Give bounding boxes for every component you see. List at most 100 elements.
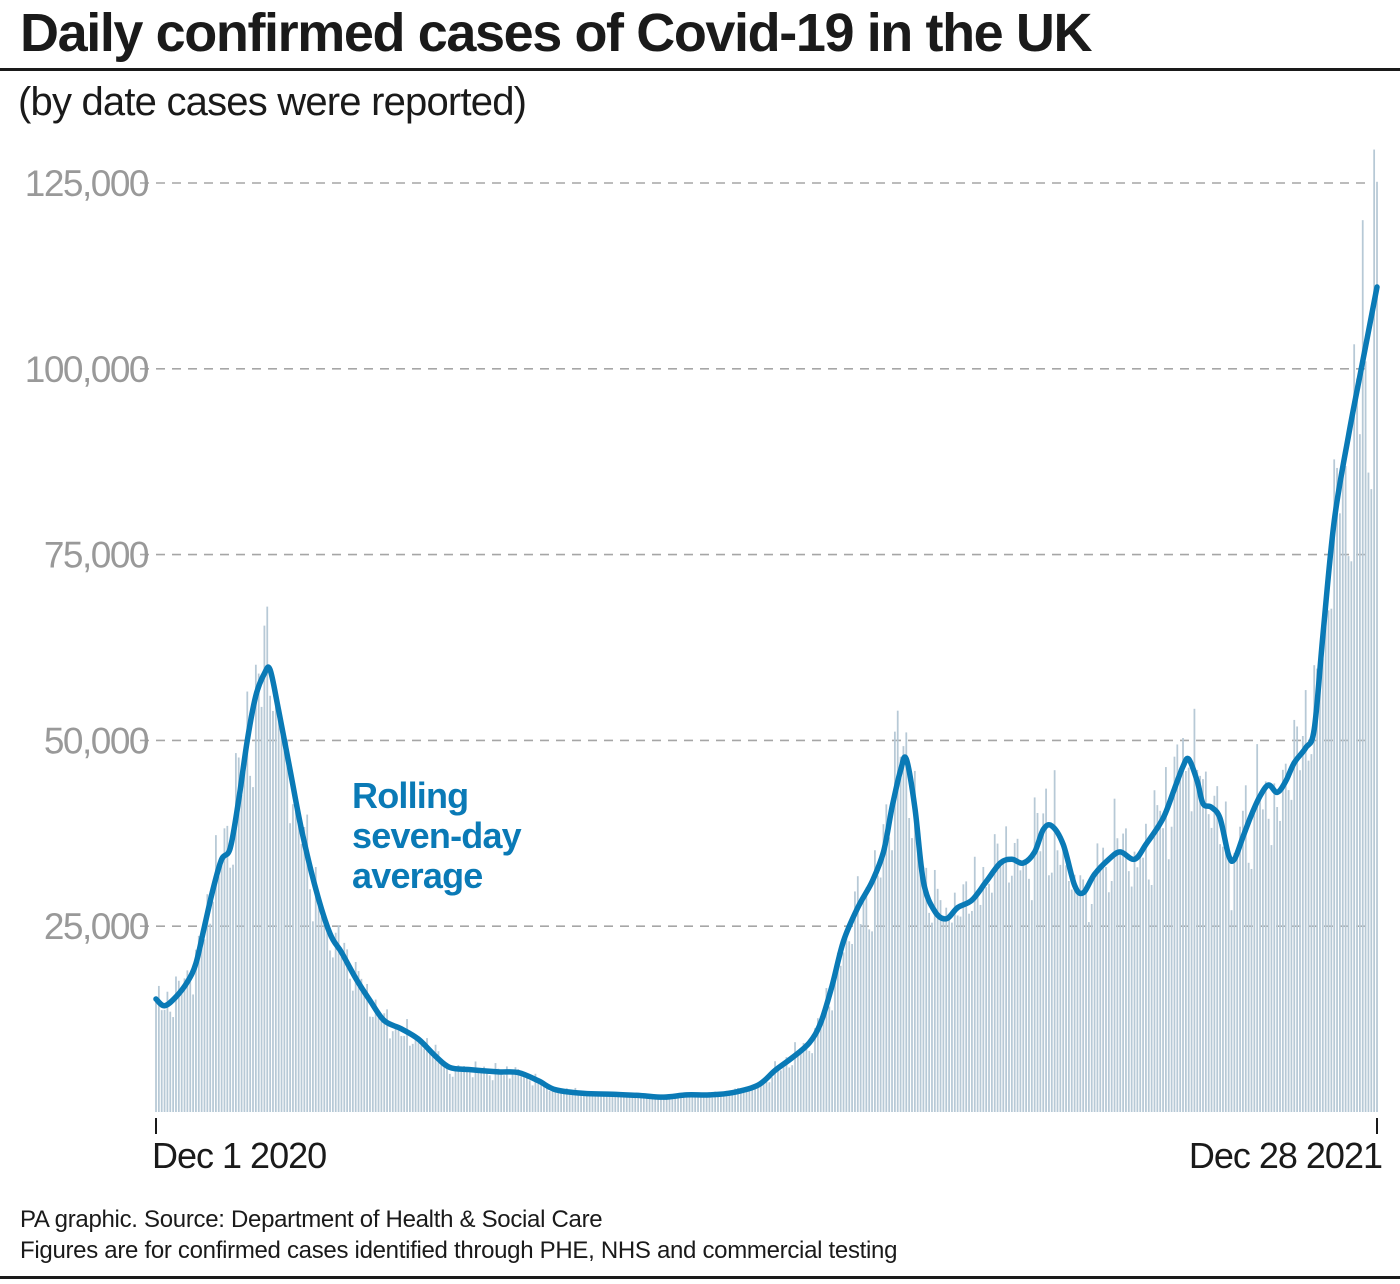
daily-bar (916, 818, 919, 1112)
daily-bar (620, 1095, 622, 1112)
y-tick-label: 75,000 (44, 535, 149, 576)
daily-bar (677, 1094, 679, 1112)
daily-bar (349, 978, 351, 1112)
daily-bar (426, 1038, 428, 1112)
daily-bar (1142, 857, 1144, 1112)
daily-bar (423, 1048, 426, 1112)
daily-bar (337, 925, 340, 1112)
daily-bar (1222, 846, 1224, 1112)
daily-bar (545, 1086, 548, 1112)
daily-bar (289, 823, 291, 1112)
daily-bar (859, 924, 862, 1112)
daily-bar (574, 1087, 577, 1112)
daily-bar (560, 1089, 562, 1112)
daily-bar (554, 1088, 557, 1112)
daily-bar (583, 1094, 585, 1112)
daily-bar (1022, 863, 1025, 1112)
daily-bar (1182, 738, 1184, 1112)
daily-bar (428, 1052, 431, 1112)
daily-bar (180, 990, 183, 1112)
line-label: Rolling (352, 775, 468, 816)
daily-bar (911, 838, 913, 1112)
daily-bar (525, 1076, 528, 1112)
daily-bar (391, 1031, 394, 1112)
daily-bar (871, 931, 873, 1112)
daily-bar (1076, 890, 1079, 1112)
daily-bar (1299, 770, 1301, 1112)
daily-bar (252, 787, 254, 1112)
daily-bar (737, 1087, 739, 1112)
daily-bar (1233, 852, 1236, 1112)
daily-bar (865, 887, 868, 1112)
daily-bar (1204, 771, 1207, 1112)
daily-bar (223, 828, 226, 1112)
daily-bar (1284, 763, 1287, 1112)
daily-bar (1122, 833, 1124, 1112)
rolling-average-line (153, 284, 1380, 1100)
daily-bar (172, 1017, 174, 1112)
daily-bar (1033, 797, 1036, 1112)
daily-bar (945, 907, 948, 1112)
daily-bar (1333, 459, 1336, 1112)
daily-bar (731, 1093, 734, 1112)
daily-bar (888, 837, 891, 1112)
y-tick-label: 100,000 (25, 349, 149, 390)
daily-bar (922, 866, 925, 1112)
daily-bar (177, 980, 180, 1112)
daily-bar (645, 1094, 648, 1112)
daily-bars (155, 149, 1378, 1113)
daily-bar (511, 1074, 514, 1112)
daily-bar (962, 884, 965, 1112)
daily-bar (1070, 889, 1073, 1112)
daily-bar (503, 1075, 505, 1112)
daily-bar (551, 1089, 554, 1112)
daily-bar (1165, 767, 1167, 1112)
daily-bar (286, 739, 289, 1112)
daily-bar (1113, 798, 1116, 1112)
daily-bar (1264, 781, 1267, 1112)
daily-bar (919, 858, 922, 1112)
daily-bar (1376, 181, 1378, 1113)
daily-bar (854, 891, 856, 1112)
daily-bar (822, 1018, 825, 1112)
daily-bar (834, 966, 836, 1112)
daily-bar (1019, 870, 1022, 1112)
daily-bar (320, 916, 323, 1112)
daily-bar (1330, 608, 1333, 1112)
daily-bar (1167, 859, 1170, 1112)
daily-bar (1262, 809, 1264, 1112)
daily-bar (839, 965, 842, 1112)
daily-bar (1307, 760, 1310, 1112)
daily-bar (1102, 847, 1105, 1112)
daily-bar (694, 1094, 697, 1112)
daily-bar (951, 922, 953, 1112)
daily-bar (565, 1088, 568, 1112)
daily-bar (491, 1080, 494, 1112)
daily-bar (263, 625, 266, 1112)
daily-bar (1347, 556, 1350, 1112)
daily-bar (1153, 790, 1156, 1112)
daily-bar (976, 895, 979, 1112)
daily-bar (1324, 623, 1327, 1112)
daily-bar (959, 916, 962, 1112)
daily-bar (1304, 690, 1307, 1112)
daily-bar (936, 888, 939, 1112)
daily-bar (500, 1069, 503, 1112)
daily-bar (734, 1088, 736, 1112)
daily-bar (477, 1070, 480, 1112)
daily-bar (409, 1045, 411, 1112)
daily-bar (685, 1092, 688, 1112)
daily-bar (386, 1009, 388, 1112)
daily-bar (754, 1085, 756, 1112)
daily-bar (1293, 719, 1296, 1112)
daily-bar (745, 1086, 748, 1112)
daily-bar (933, 869, 936, 1112)
daily-bar (215, 835, 217, 1112)
daily-bar (651, 1098, 654, 1112)
daily-bar (625, 1094, 628, 1112)
daily-bar (671, 1099, 674, 1112)
daily-bar (557, 1088, 560, 1112)
daily-bar (192, 994, 194, 1112)
daily-bar (294, 793, 297, 1112)
y-tick-label: 125,000 (25, 163, 149, 204)
